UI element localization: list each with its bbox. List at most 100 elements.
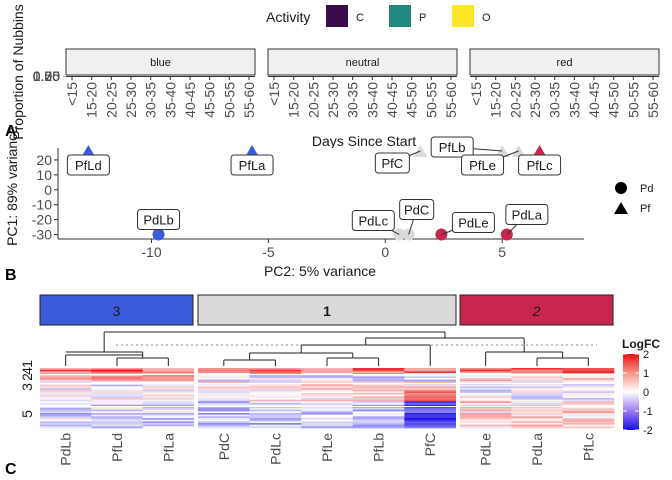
heatmap-cell <box>460 406 512 409</box>
heatmap-cell <box>40 406 92 409</box>
shape-legend-triangle <box>614 202 628 214</box>
facet-xtick-label: 35-40 <box>364 82 380 118</box>
heatmap-cell <box>142 416 195 419</box>
heatmap-cell <box>198 396 250 399</box>
panel-label-c: C <box>5 461 17 478</box>
heatmap-cell <box>352 403 405 405</box>
activity-legend-swatch-C <box>326 5 348 27</box>
heatmap-cell <box>404 414 457 417</box>
heatmap-cell <box>562 419 615 422</box>
heatmap-cell <box>352 401 405 404</box>
heatmap-cell <box>249 389 302 392</box>
heatmap-cell <box>404 401 457 404</box>
label-text-PdLa: PdLa <box>512 208 543 223</box>
logfc-legend-title: LogFC <box>622 337 660 351</box>
heatmap-cell <box>511 398 563 400</box>
heatmap-cell <box>91 414 143 417</box>
heatmap-cell <box>198 426 250 429</box>
heatmap-cell <box>198 373 250 375</box>
label-text-PdC: PdC <box>404 203 429 218</box>
heatmap-cell <box>301 378 354 380</box>
heatmap-col-label-PdLc: PdLc <box>267 433 283 465</box>
heatmap-cell <box>404 418 457 420</box>
heatmap-cell <box>198 406 250 409</box>
heatmap-cell <box>511 376 563 379</box>
heatmap-cell <box>511 399 563 402</box>
logfc-tick-label: 0 <box>643 387 649 399</box>
heatmap-cell <box>301 409 354 412</box>
logfc-tick-label: -2 <box>643 425 653 437</box>
facet-xtick-label: 50-55 <box>423 82 439 118</box>
heatmap-cell <box>511 386 563 389</box>
logfc-tick-label: -1 <box>643 406 653 418</box>
heatmap-cell <box>460 421 512 424</box>
heatmap-cell <box>404 409 457 412</box>
heatmap-cell <box>198 409 250 412</box>
panel-b-ytick-label: -30 <box>32 227 52 243</box>
activity-legend: Activity C P O <box>266 5 491 27</box>
heatmap-cell <box>249 399 302 402</box>
heatmap-cell <box>511 419 563 422</box>
panel-b-xtick-label: 5 <box>498 244 506 260</box>
heatmap-cell <box>511 394 563 397</box>
heatmap-cell <box>562 379 615 382</box>
activity-legend-title: Activity <box>266 9 310 25</box>
facet-xtick-label: 30-35 <box>143 82 159 118</box>
heatmap-cell <box>562 391 615 394</box>
heatmap-cell <box>142 404 195 407</box>
facet-xtick-label: <15 <box>468 82 484 106</box>
heatmap-cell <box>142 414 195 417</box>
label-box-PfLe <box>461 154 505 176</box>
heatmap-cell <box>460 379 512 382</box>
heatmap-cell <box>198 421 250 424</box>
panel-a-ylabel: Proportion of Nubbins <box>10 4 26 139</box>
panel-a-ytick-label: 1.00 <box>33 68 60 84</box>
heatmap-cell <box>40 401 92 404</box>
heatmap-cell <box>352 389 405 392</box>
heatmap-cell <box>352 404 405 407</box>
heatmap-cell <box>91 408 143 410</box>
facet-xtick-label: 20-25 <box>305 82 321 118</box>
facet-xtick-label: 30-35 <box>547 82 563 118</box>
heatmap-cell <box>142 424 195 427</box>
heatmap <box>40 368 615 429</box>
panel-b-ytick-label: -10 <box>32 197 52 213</box>
heatmap-cell <box>40 418 92 420</box>
facet-strip-label-red: red <box>557 57 573 69</box>
facet-strip-label-neutral: neutral <box>346 57 380 69</box>
heatmap-cell <box>249 423 302 425</box>
heatmap-cell <box>198 379 250 382</box>
heatmap-cell <box>142 373 195 375</box>
heatmap-cell <box>562 386 615 389</box>
heatmap-cell <box>511 396 563 399</box>
heatmap-cell <box>198 374 250 377</box>
heatmap-cell <box>198 414 250 417</box>
heatmap-cell <box>198 404 250 407</box>
heatmap-cell <box>404 369 457 372</box>
facet-xtick-label: 55-60 <box>645 82 661 118</box>
heatmap-cell <box>511 374 563 377</box>
shape-legend: Pd Pf <box>614 182 653 215</box>
heatmap-cell <box>198 416 250 419</box>
heatmap-cell <box>460 384 512 387</box>
heatmap-cell <box>142 374 195 377</box>
heatmap-cell <box>249 391 302 394</box>
heatmap-cell <box>249 406 302 409</box>
panel-a-xlabel: Days Since Start <box>312 133 416 149</box>
facet-xtick-label: 40-45 <box>586 82 602 118</box>
heatmap-col-label-PfLd: PfLd <box>109 433 125 462</box>
label-text-PdLe: PdLe <box>458 216 488 231</box>
heatmap-cell <box>301 408 354 410</box>
heatmap-cell <box>562 376 615 379</box>
heatmap-cell <box>562 421 615 424</box>
heatmap-cell <box>40 413 92 415</box>
heatmap-cell <box>352 369 405 372</box>
heatmap-cell <box>142 386 195 389</box>
heatmap-cell <box>404 426 457 429</box>
heatmap-cell <box>198 388 250 390</box>
heatmap-cell <box>91 398 143 400</box>
logfc-tick-label: 2 <box>643 349 649 361</box>
heatmap-cell <box>460 418 512 420</box>
heatmap-cell <box>198 389 250 392</box>
heatmap-cell <box>404 386 457 389</box>
